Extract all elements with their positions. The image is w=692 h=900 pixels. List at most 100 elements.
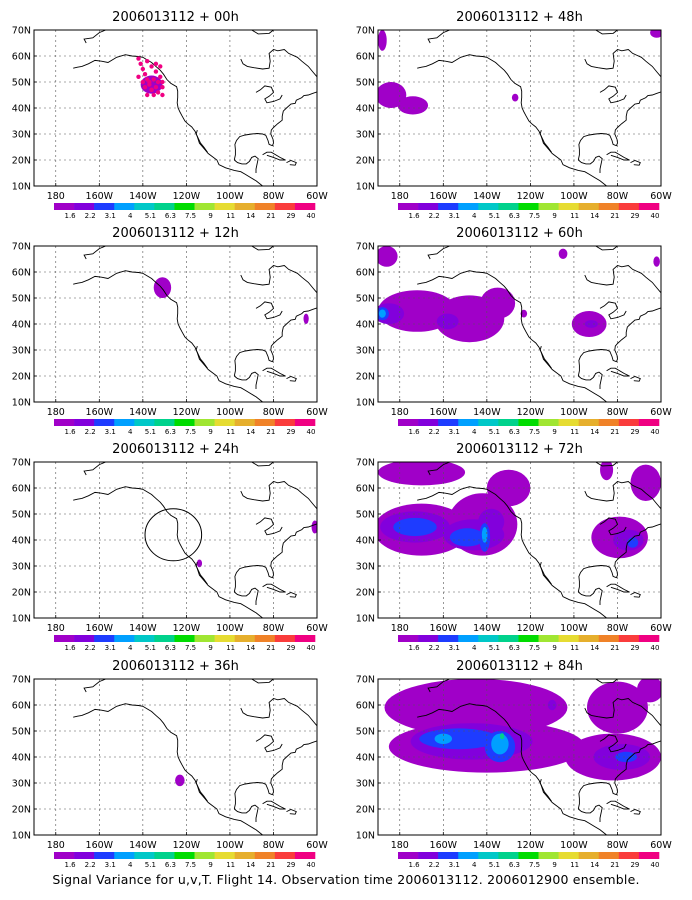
coastline [240, 697, 317, 727]
colorbar-label: 21 [610, 644, 619, 652]
coastline [83, 30, 106, 44]
colorbar-swatch [274, 635, 296, 642]
coastline [255, 85, 283, 104]
y-tick-label: 70N [356, 242, 375, 253]
x-tick-label: 180 [47, 840, 65, 851]
x-tick-label: 60W [650, 191, 672, 202]
colorbar-label: 14 [590, 861, 599, 869]
x-tick-label: 100W [216, 407, 244, 418]
coastline [577, 91, 661, 161]
colorbar-swatch [478, 635, 499, 642]
y-tick-label: 40N [356, 320, 375, 331]
colorbar-label: 21 [610, 428, 619, 436]
x-tick-label: 160W [86, 840, 114, 851]
coastline [233, 307, 317, 377]
colorbar-label: 4 [128, 861, 133, 869]
coastline [630, 809, 641, 815]
colorbar-swatch [114, 419, 135, 426]
y-tick-label: 50N [12, 294, 31, 305]
colorbar-label: 29 [286, 428, 295, 436]
panel-title: 2006013112 + 12h [112, 226, 239, 241]
x-tick-label: 60W [306, 407, 328, 418]
x-tick-label: 80W [607, 840, 629, 851]
colorbar: 1.6 2.2 3.1 4 5.1 6.3 7.5 9 11 14 21 29 40 [54, 635, 315, 652]
y-tick-label: 60N [356, 52, 375, 63]
coastline [599, 85, 627, 104]
colorbar-swatch [558, 203, 579, 210]
coastline [584, 697, 661, 727]
colorbar-swatch [74, 635, 95, 642]
dropsonde-point [151, 77, 156, 82]
colorbar-label: 7.5 [185, 861, 196, 869]
map-area [378, 246, 661, 402]
dropsonde-point [136, 74, 141, 80]
x-tick-label: 140W [473, 191, 501, 202]
colorbar-swatch [254, 419, 276, 426]
colorbar-swatch [578, 419, 600, 426]
variance-contour [615, 751, 638, 763]
colorbar-swatch [558, 419, 579, 426]
colorbar-label: 3.1 [449, 861, 460, 869]
coastline [240, 48, 317, 78]
variance-contour [196, 559, 203, 568]
variance-contour [393, 517, 437, 537]
y-tick-label: 50N [356, 510, 375, 521]
y-tick-label: 20N [12, 156, 31, 167]
y-tick-label: 60N [12, 268, 31, 279]
x-tick-label: 180 [391, 407, 409, 418]
colorbar-label: 1.6 [408, 861, 420, 869]
colorbar-label: 1.6 [408, 644, 420, 652]
colorbar-swatch [94, 203, 115, 210]
colorbar-swatch [538, 203, 559, 210]
x-tick-label: 120W [173, 191, 201, 202]
colorbar-label: 7.5 [529, 644, 540, 652]
coastline [251, 462, 274, 467]
colorbar-swatch [54, 852, 75, 859]
colorbar-swatch [234, 852, 256, 859]
colorbar-swatch [438, 419, 459, 426]
dropsonde-point [160, 92, 165, 98]
y-tick-label: 10N [356, 614, 375, 625]
coastline [539, 561, 552, 585]
colorbar-label: 21 [266, 212, 275, 220]
coastline [262, 583, 286, 593]
panel-title: 2006013112 + 60h [456, 226, 583, 241]
colorbar-label: 14 [246, 861, 255, 869]
y-tick-label: 70N [12, 242, 31, 253]
colorbar-label: 6.3 [509, 861, 520, 869]
x-tick-label: 60W [650, 623, 672, 634]
colorbar-label: 9 [208, 428, 212, 436]
verification-region-circle [144, 508, 203, 562]
y-tick-label: 50N [12, 727, 31, 738]
colorbar-label: 4 [128, 212, 133, 220]
coastline [630, 592, 641, 598]
colorbar-label: 5.1 [145, 861, 156, 869]
coastline [255, 517, 283, 536]
colorbar-label: 7.5 [185, 644, 196, 652]
map-area [378, 462, 661, 618]
coastline [195, 129, 208, 153]
colorbar-label: 5.1 [489, 428, 500, 436]
colorbar-label: 4 [472, 644, 477, 652]
coastline [101, 486, 263, 618]
colorbar-swatch [458, 852, 479, 859]
colorbar-label: 6.3 [509, 428, 520, 436]
y-tick-label: 60N [12, 52, 31, 63]
colorbar-swatch [518, 852, 539, 859]
colorbar-label: 6.3 [509, 644, 520, 652]
variance-contour [481, 527, 488, 543]
colorbar-swatch [154, 419, 175, 426]
coastline [584, 480, 661, 510]
colorbar-label: 5.1 [145, 428, 156, 436]
colorbar-label: 29 [630, 212, 639, 220]
coastline [445, 486, 607, 618]
coastline [427, 246, 450, 260]
colorbar-label: 2.2 [85, 428, 96, 436]
y-tick-label: 70N [12, 458, 31, 469]
variance-contour [653, 256, 660, 267]
variance-contour [434, 733, 453, 744]
x-tick-label: 100W [216, 191, 244, 202]
colorbar-swatch [74, 419, 95, 426]
colorbar-swatch [438, 203, 459, 210]
x-tick-label: 60W [650, 840, 672, 851]
